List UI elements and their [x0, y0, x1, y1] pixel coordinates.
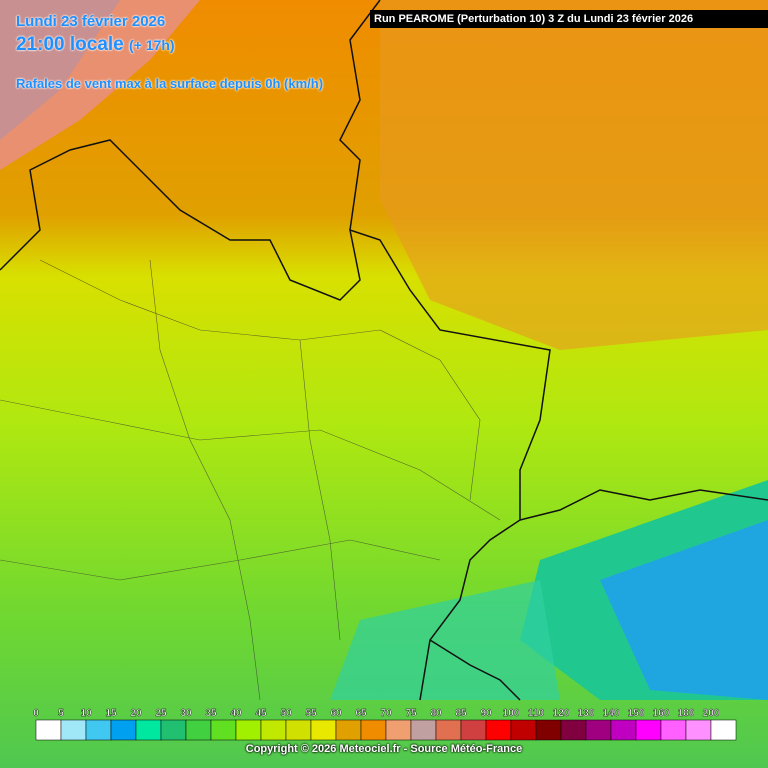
legend-swatch [535, 719, 562, 741]
legend-swatch [360, 719, 387, 741]
legend-tick-label: 60 [330, 708, 342, 719]
legend-tick-label: 20 [130, 708, 142, 719]
legend-swatch [35, 719, 62, 741]
legend-tick-label: 75 [405, 708, 417, 719]
region-line [0, 539, 441, 581]
legend-swatch [210, 719, 237, 741]
date: Lundi 23 février 2026 [16, 13, 166, 30]
legend-swatch [235, 719, 262, 741]
legend-swatch [585, 719, 612, 741]
border [429, 639, 521, 701]
field-zone [0, 0, 120, 140]
legend-swatch [485, 719, 512, 741]
legend-tick-label: 45 [255, 708, 267, 719]
legend-tick-label: 5 [58, 708, 64, 719]
legend-swatch [110, 719, 137, 741]
legend-tick-label: 140 [603, 708, 620, 719]
borders [0, 0, 768, 701]
legend-tick-label: 85 [455, 708, 467, 719]
legend-swatch [435, 719, 462, 741]
legend-tick-label: 40 [230, 708, 242, 719]
legend-tick-label: 70 [380, 708, 392, 719]
legend-tick-label: 160 [653, 708, 670, 719]
field-zone [380, 0, 768, 350]
legend-swatch [610, 719, 637, 741]
legend-swatch [160, 719, 187, 741]
legend-swatch [635, 719, 662, 741]
time-text: 21:00 locale [16, 34, 124, 55]
legend-tick-label: 120 [553, 708, 570, 719]
field-zone [330, 580, 560, 700]
field-zone [600, 520, 768, 700]
legend-tick-label: 80 [430, 708, 442, 719]
legend-tick-label: 130 [578, 708, 595, 719]
legend-swatch [85, 719, 112, 741]
legend-tick-label: 200 [703, 708, 720, 719]
legend-swatch [135, 719, 162, 741]
border [339, 0, 381, 231]
region-line [299, 339, 341, 641]
legend-swatch [260, 719, 287, 741]
legend-tick-label: 10 [80, 708, 92, 719]
legend-tick-label: 15 [105, 708, 117, 719]
region-line [39, 259, 481, 501]
border [519, 489, 768, 521]
legend-swatch [385, 719, 412, 741]
legend-swatch [335, 719, 362, 741]
legend-swatch [310, 719, 337, 741]
legend-tick-label: 100 [503, 708, 520, 719]
legend-tick-label: 90 [480, 708, 492, 719]
legend-swatch [710, 719, 737, 741]
legend-swatch [285, 719, 312, 741]
legend-swatch [660, 719, 687, 741]
legend-tick-label: 25 [155, 708, 167, 719]
legend-tick-label: 35 [205, 708, 217, 719]
legend-tick-label: 65 [355, 708, 367, 719]
legend-swatch [60, 719, 87, 741]
run-info: Run PEAROME (Perturbation 10) 3 Z du Lun… [370, 10, 768, 28]
legend-tick-label: 55 [305, 708, 317, 719]
legend-tick-label: 180 [678, 708, 695, 719]
legend-swatch [410, 719, 437, 741]
offset: (+ 17h) [129, 37, 175, 53]
legend-swatch [185, 719, 212, 741]
legend-tick-label: 50 [280, 708, 292, 719]
copyright: Copyright © 2026 Meteociel.fr - Source M… [245, 743, 523, 755]
legend-swatch [560, 719, 587, 741]
legend-tick-label: 30 [180, 708, 192, 719]
legend-swatch [685, 719, 712, 741]
region-line [149, 259, 261, 701]
legend: 0 5 10 15 20 25 30 35 40 45 50 55 60 65 70 75 80 85 90 100 1… [33, 708, 737, 741]
legend-tick-label: 0 [33, 708, 39, 719]
parameter: Rafales de vent max à la surface depuis … [16, 76, 324, 91]
regions [0, 259, 501, 701]
legend-swatch [510, 719, 537, 741]
legend-swatch [460, 719, 487, 741]
region-line [0, 399, 501, 521]
legend-tick-label: 110 [528, 708, 545, 719]
legend-tick-label: 150 [628, 708, 645, 719]
time: 21:00 locale (+ 17h) [16, 34, 175, 56]
